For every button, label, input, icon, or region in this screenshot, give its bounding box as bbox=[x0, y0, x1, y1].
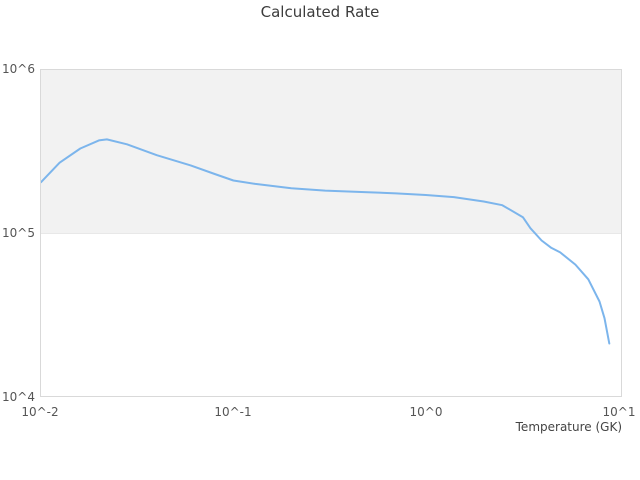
x-tick-label-10e1: 10^1 bbox=[602, 405, 636, 419]
y-tick-label-10e5: 10^5 bbox=[2, 226, 35, 240]
y-tick-label-10e6: 10^6 bbox=[2, 62, 35, 76]
y-tick-label-10e4: 10^4 bbox=[2, 390, 35, 404]
rate-curve-svg bbox=[41, 138, 611, 345]
x-axis-title: Temperature (GK) bbox=[515, 420, 622, 434]
x-tick-label-10e-1: 10^-1 bbox=[214, 405, 252, 419]
plot-area bbox=[40, 69, 622, 397]
x-tick-label-10e-2: 10^-2 bbox=[21, 405, 59, 419]
chart-title: Calculated Rate bbox=[260, 3, 380, 21]
decade-band-10e5-10e6 bbox=[41, 70, 621, 234]
rate-curve-line bbox=[41, 138, 611, 345]
x-tick-label-10e0: 10^0 bbox=[409, 405, 443, 419]
